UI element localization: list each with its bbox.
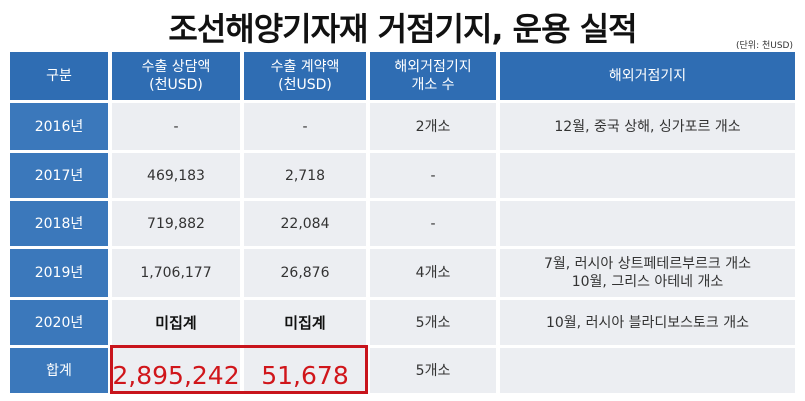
cell-text: - — [302, 118, 308, 135]
table-cell: 469,183 — [112, 153, 240, 198]
cell-text: 미집계 — [155, 313, 197, 332]
table-cell: 미집계 — [244, 300, 366, 345]
cell-text: 2,895,242 — [112, 360, 240, 390]
cell-text: - — [173, 118, 179, 135]
table: 구분 수출 상담액 (천USD) 수출 계약액 (천USD) 해외거점기지 개소 수 해외거점… — [10, 52, 795, 393]
table-cell: 4개소 — [370, 249, 496, 297]
cell-text: - — [430, 167, 436, 184]
table-cell: 51,678 — [244, 348, 366, 393]
table-cell: 수출 상담액 (천USD) — [112, 52, 240, 100]
table-cell: 2,895,242 — [112, 348, 240, 393]
table-cell — [500, 201, 795, 246]
table-cell: 2,718 — [244, 153, 366, 198]
cell-text: 구분 — [46, 68, 72, 84]
cell-text: 1,706,177 — [140, 265, 212, 281]
table-cell: - — [244, 103, 366, 150]
table-cell: 719,882 — [112, 201, 240, 246]
cell-text: 합계 — [46, 362, 72, 379]
cell-text: 개소 수 — [411, 77, 455, 93]
cell-text: 7월, 러시아 상트페테르부르크 개소 — [543, 256, 752, 272]
title: 조선해양기자재 거점기지, 운용 실적 — [168, 10, 637, 48]
cell-text: 5개소 — [415, 362, 451, 379]
table-cell: 2개소 — [370, 103, 496, 150]
cell-text: 26,876 — [280, 265, 330, 281]
table-cell: 해외거점기지 — [500, 52, 795, 100]
cell-text: 10월, 그리스 아테네 개소 — [571, 274, 724, 290]
table-cell: 22,084 — [244, 201, 366, 246]
cell-text: 2018년 — [34, 215, 84, 232]
table-cell: 26,876 — [244, 249, 366, 297]
table-cell: 2016년 — [10, 103, 108, 150]
table-cell — [500, 153, 795, 198]
cell-text: 수출 상담액 — [141, 59, 211, 75]
cell-text: 해외거점기지 — [608, 68, 687, 84]
cell-text: 12월, 중국 상해, 싱가포르 개소 — [554, 118, 741, 135]
cell-text: 수출 계약액 — [270, 59, 340, 75]
cell-text: (천USD) — [278, 77, 332, 93]
cell-text: 2017년 — [34, 167, 84, 184]
cell-text: 2개소 — [415, 118, 451, 135]
highlight-box — [110, 345, 368, 394]
cell-text: 719,882 — [147, 215, 205, 232]
cell-text: (천USD) — [149, 77, 203, 93]
unit-note: (단위: 천USD) — [736, 41, 793, 51]
table-cell: 2020년 — [10, 300, 108, 345]
table-cell: 미집계 — [112, 300, 240, 345]
cell-text: - — [430, 215, 436, 232]
cell-text: 469,183 — [147, 167, 205, 184]
table-cell: 2018년 — [10, 201, 108, 246]
cell-text: 2,718 — [284, 167, 326, 184]
cell-text: 미집계 — [284, 313, 326, 332]
cell-text: 2016년 — [34, 118, 84, 135]
table-cell: 1,706,177 — [112, 249, 240, 297]
cell-text: 22,084 — [280, 215, 330, 232]
table-cell: 합계 — [10, 348, 108, 393]
cell-text: 51,678 — [261, 360, 349, 390]
table-cell: - — [370, 153, 496, 198]
table-cell: - — [370, 201, 496, 246]
table-cell: 구분 — [10, 52, 108, 100]
table-cell: 7월, 러시아 상트페테르부르크 개소 10월, 그리스 아테네 개소 — [500, 249, 795, 297]
table-cell: 12월, 중국 상해, 싱가포르 개소 — [500, 103, 795, 150]
table-cell — [500, 348, 795, 393]
table-cell: 수출 계약액 (천USD) — [244, 52, 366, 100]
table-cell: - — [112, 103, 240, 150]
cell-text: 2019년 — [34, 265, 84, 281]
cell-text: 5개소 — [415, 314, 451, 331]
cell-text: 10월, 러시아 블라디보스토크 개소 — [545, 314, 750, 331]
table-cell: 5개소 — [370, 300, 496, 345]
table-cell: 5개소 — [370, 348, 496, 393]
table-cell: 2019년 — [10, 249, 108, 297]
table-cell: 2017년 — [10, 153, 108, 198]
cell-text: 해외거점기지 — [394, 59, 472, 75]
cell-text: 2020년 — [34, 314, 84, 331]
cell-text: 4개소 — [415, 265, 451, 281]
table-cell: 10월, 러시아 블라디보스토크 개소 — [500, 300, 795, 345]
